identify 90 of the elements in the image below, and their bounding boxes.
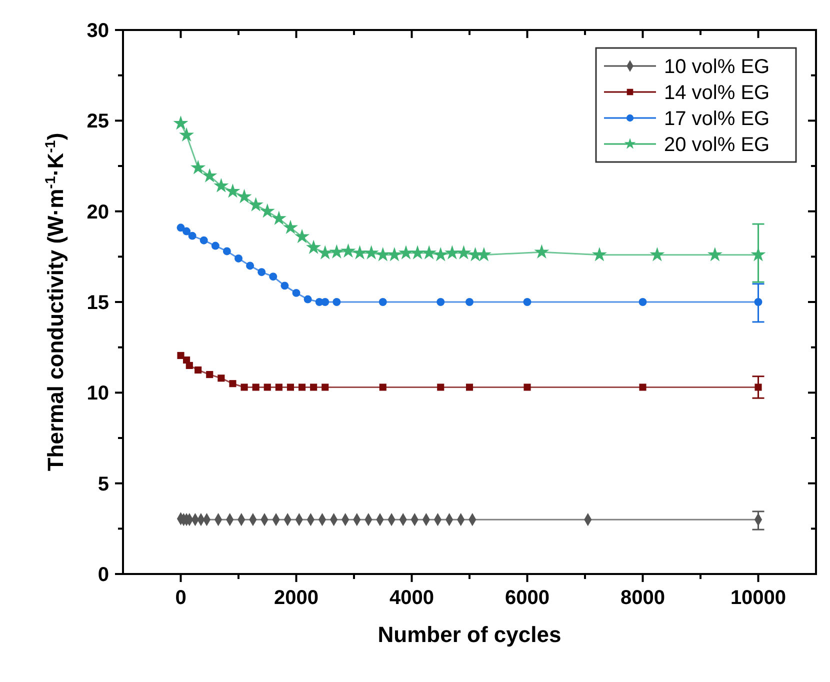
point — [246, 262, 254, 270]
point — [176, 224, 185, 232]
point — [218, 374, 225, 382]
point — [214, 178, 229, 192]
point — [173, 115, 188, 130]
point — [332, 298, 341, 306]
point — [466, 384, 474, 391]
y-tick-label: 15 — [86, 292, 109, 314]
point — [352, 245, 368, 260]
y-tick-label: 10 — [86, 382, 109, 405]
point — [410, 245, 426, 260]
point — [236, 188, 252, 204]
legend-label: 20 vol% EG — [664, 134, 770, 156]
point — [456, 245, 472, 260]
x-tick-label: 4000 — [390, 587, 434, 609]
point — [639, 384, 646, 391]
point — [754, 384, 762, 391]
point — [444, 245, 460, 260]
point — [248, 197, 264, 212]
point — [186, 362, 193, 369]
point — [436, 298, 445, 306]
point — [638, 298, 647, 306]
point — [306, 240, 322, 254]
point — [182, 227, 191, 236]
point — [177, 352, 184, 360]
x-tick-label: 8000 — [620, 587, 665, 609]
point — [310, 384, 318, 391]
point — [298, 384, 306, 391]
point — [592, 246, 607, 262]
x-tick-label: 6000 — [505, 587, 550, 609]
point — [200, 236, 208, 244]
y-tick-label: 25 — [86, 110, 109, 133]
x-tick-label: 0 — [175, 587, 186, 609]
point — [252, 384, 260, 391]
y-tick-label: 30 — [86, 20, 109, 42]
point — [378, 298, 387, 306]
point — [364, 245, 379, 260]
point — [321, 298, 330, 306]
point — [754, 298, 762, 306]
point — [433, 246, 448, 262]
point — [222, 247, 231, 256]
point — [225, 183, 240, 198]
point — [269, 272, 278, 281]
point — [329, 244, 344, 259]
point — [340, 243, 356, 258]
point — [229, 380, 236, 388]
point — [280, 282, 289, 290]
point — [524, 384, 531, 391]
point — [437, 384, 444, 391]
y-tick-label: 0 — [98, 564, 109, 586]
point — [292, 288, 300, 297]
point — [466, 298, 474, 306]
point — [234, 254, 242, 262]
x-tick-label: 2000 — [274, 587, 318, 609]
y-tick-label: 20 — [86, 201, 109, 224]
point — [282, 220, 298, 234]
point — [398, 245, 414, 260]
point — [286, 384, 294, 391]
legend-label: 10 vol% EG — [664, 56, 770, 78]
point — [523, 298, 532, 306]
point — [318, 245, 333, 260]
point — [194, 366, 202, 374]
point — [534, 244, 550, 259]
point — [264, 384, 271, 391]
y-tick-label: 5 — [98, 473, 109, 496]
point — [304, 295, 312, 304]
point — [422, 245, 437, 260]
point — [386, 246, 402, 262]
point — [275, 384, 282, 391]
point — [188, 232, 196, 240]
point — [379, 384, 386, 391]
point — [271, 210, 286, 225]
point — [190, 160, 206, 174]
point — [322, 384, 329, 391]
point — [476, 246, 492, 262]
point — [206, 370, 214, 378]
point — [240, 384, 248, 391]
point — [294, 228, 310, 244]
legend-label: 14 vol% EG — [664, 82, 770, 104]
x-tick-label: 10000 — [730, 587, 786, 609]
point — [707, 246, 722, 262]
point — [202, 168, 218, 182]
point — [258, 268, 266, 276]
point — [650, 246, 665, 262]
point — [260, 203, 275, 218]
point — [179, 127, 194, 142]
x-axis-title: Number of cycles — [378, 622, 562, 647]
point — [375, 246, 390, 262]
point — [211, 242, 220, 250]
legend-label: 17 vol% EG — [664, 108, 770, 130]
